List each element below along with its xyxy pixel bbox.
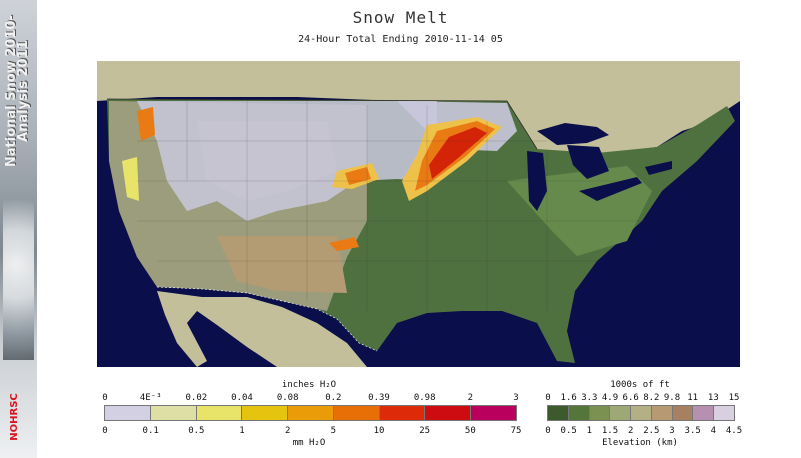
map-title: Snow Melt bbox=[352, 8, 449, 27]
lake-huron bbox=[567, 145, 609, 179]
melt-inch-tick: 0.08 bbox=[276, 393, 299, 403]
elev-km-tick: 2 bbox=[627, 426, 634, 436]
snow-cover-west bbox=[137, 101, 437, 221]
melt-inch-tick: 0.39 bbox=[368, 393, 390, 403]
melt-inch-tick: 0.98 bbox=[413, 393, 436, 403]
melt-mm-tick: 1 bbox=[239, 426, 245, 436]
melt-patch-cascades bbox=[137, 107, 155, 141]
melt-inch-tick: 2 bbox=[467, 393, 474, 403]
elev-km-tick: 4.5 bbox=[725, 426, 743, 436]
elev-km-tick: 1 bbox=[586, 426, 593, 436]
elev-ft-tick: 15 bbox=[728, 393, 740, 403]
melt-inch-tick: 0.02 bbox=[185, 393, 208, 403]
elev-km-tick: 3.5 bbox=[684, 426, 701, 436]
elev-ft-tick: 6.6 bbox=[622, 393, 639, 403]
left-banner: National Snow 2010- Analysis 2011 NOHRSC bbox=[0, 0, 37, 458]
elev-km-tick: 0.5 bbox=[560, 426, 577, 436]
melt-mm-tick: 25 bbox=[419, 426, 431, 436]
elev-legend-bottom-label: Elevation (km) bbox=[602, 438, 678, 448]
lake-michigan bbox=[527, 151, 547, 211]
melt-legend-swatch bbox=[379, 406, 426, 420]
state-borders bbox=[137, 101, 642, 311]
elev-legend-swatch bbox=[693, 406, 715, 420]
melt-legend-swatch bbox=[425, 406, 472, 420]
melt-legend-swatch bbox=[333, 406, 380, 420]
melt-patch-sierra bbox=[122, 157, 139, 201]
melt-legend-swatch bbox=[242, 406, 289, 420]
melt-legend-colorbar bbox=[104, 405, 517, 421]
elev-legend-swatch bbox=[610, 406, 632, 420]
logo-text: NOHRSC bbox=[9, 393, 20, 441]
elev-legend-swatch bbox=[548, 406, 569, 420]
elev-km-tick: 4 bbox=[710, 426, 717, 436]
elev-legend-swatch bbox=[672, 406, 694, 420]
melt-legend-swatch bbox=[105, 406, 151, 420]
melt-mm-tick: 5 bbox=[330, 426, 337, 436]
us-canada-border bbox=[106, 98, 538, 150]
lake-erie bbox=[579, 177, 642, 201]
banner-snow-image bbox=[3, 200, 34, 360]
elev-ft-tick: 1.6 bbox=[560, 393, 577, 403]
banner-title-line2: Analysis 2011 bbox=[16, 40, 31, 142]
elev-legend-swatch bbox=[631, 406, 652, 420]
melt-mm-tick: 0.5 bbox=[188, 426, 205, 436]
elev-legend-swatch bbox=[651, 406, 673, 420]
melt-legend-swatch bbox=[150, 406, 197, 420]
elev-ft-tick: 0 bbox=[545, 393, 551, 403]
snow-melt-map bbox=[97, 61, 740, 367]
melt-mm-tick: 2 bbox=[284, 426, 291, 436]
banner-title: National Snow 2010- Analysis 2011 bbox=[4, 6, 32, 176]
elev-km-tick: 1.5 bbox=[601, 426, 619, 436]
elev-ft-tick: 3.3 bbox=[581, 393, 598, 403]
elev-legend-swatch bbox=[714, 406, 735, 420]
melt-legend-bottom-label: mm H₂O bbox=[292, 438, 326, 448]
us-mexico-border bbox=[156, 286, 378, 352]
elev-km-tick: 3 bbox=[669, 426, 675, 436]
melt-band-high bbox=[429, 127, 487, 179]
elev-ft-tick: 4.9 bbox=[601, 393, 619, 403]
melt-legend-top-label: inches H₂O bbox=[281, 380, 337, 390]
melt-legend-swatch bbox=[288, 406, 334, 420]
elev-km-tick: 0 bbox=[545, 426, 551, 436]
nohrsc-logo: NOHRSC bbox=[0, 393, 49, 440]
melt-inch-tick: 4E⁻³ bbox=[139, 393, 162, 403]
melt-mm-tick: 0 bbox=[102, 426, 108, 436]
melt-inch-tick: 3 bbox=[513, 393, 519, 403]
elev-legend-top-label: 1000s of ft bbox=[610, 380, 670, 390]
melt-inch-tick: 0 bbox=[102, 393, 108, 403]
map-image bbox=[97, 61, 740, 367]
melt-mm-tick: 50 bbox=[464, 426, 476, 436]
elev-legend-swatch bbox=[568, 406, 590, 420]
southwest-plateau bbox=[217, 236, 347, 293]
melt-inch-tick: 0.04 bbox=[231, 393, 253, 403]
melt-patch-southwest bbox=[329, 237, 359, 251]
mexico-land bbox=[157, 291, 367, 367]
elev-ft-tick: 11 bbox=[687, 393, 699, 403]
lake-ontario bbox=[645, 161, 672, 175]
elev-ft-tick: 13 bbox=[707, 393, 719, 403]
elev-legend-colorbar bbox=[547, 405, 735, 421]
lake-superior bbox=[537, 123, 609, 145]
melt-inch-tick: 0.2 bbox=[325, 393, 342, 403]
melt-patch-plains-core bbox=[345, 167, 371, 185]
elev-legend-swatch bbox=[589, 406, 611, 420]
elev-ft-tick: 9.8 bbox=[663, 393, 681, 403]
melt-mm-tick: 10 bbox=[373, 426, 385, 436]
melt-mm-tick: 0.1 bbox=[142, 426, 159, 436]
elev-ft-tick: 8.2 bbox=[643, 393, 660, 403]
melt-mm-tick: 75 bbox=[510, 426, 522, 436]
melt-legend-swatch bbox=[196, 406, 243, 420]
melt-legend-swatch bbox=[471, 406, 517, 420]
elev-km-tick: 2.5 bbox=[643, 426, 660, 436]
map-subtitle: 24-Hour Total Ending 2010-11-14 05 bbox=[298, 34, 503, 45]
